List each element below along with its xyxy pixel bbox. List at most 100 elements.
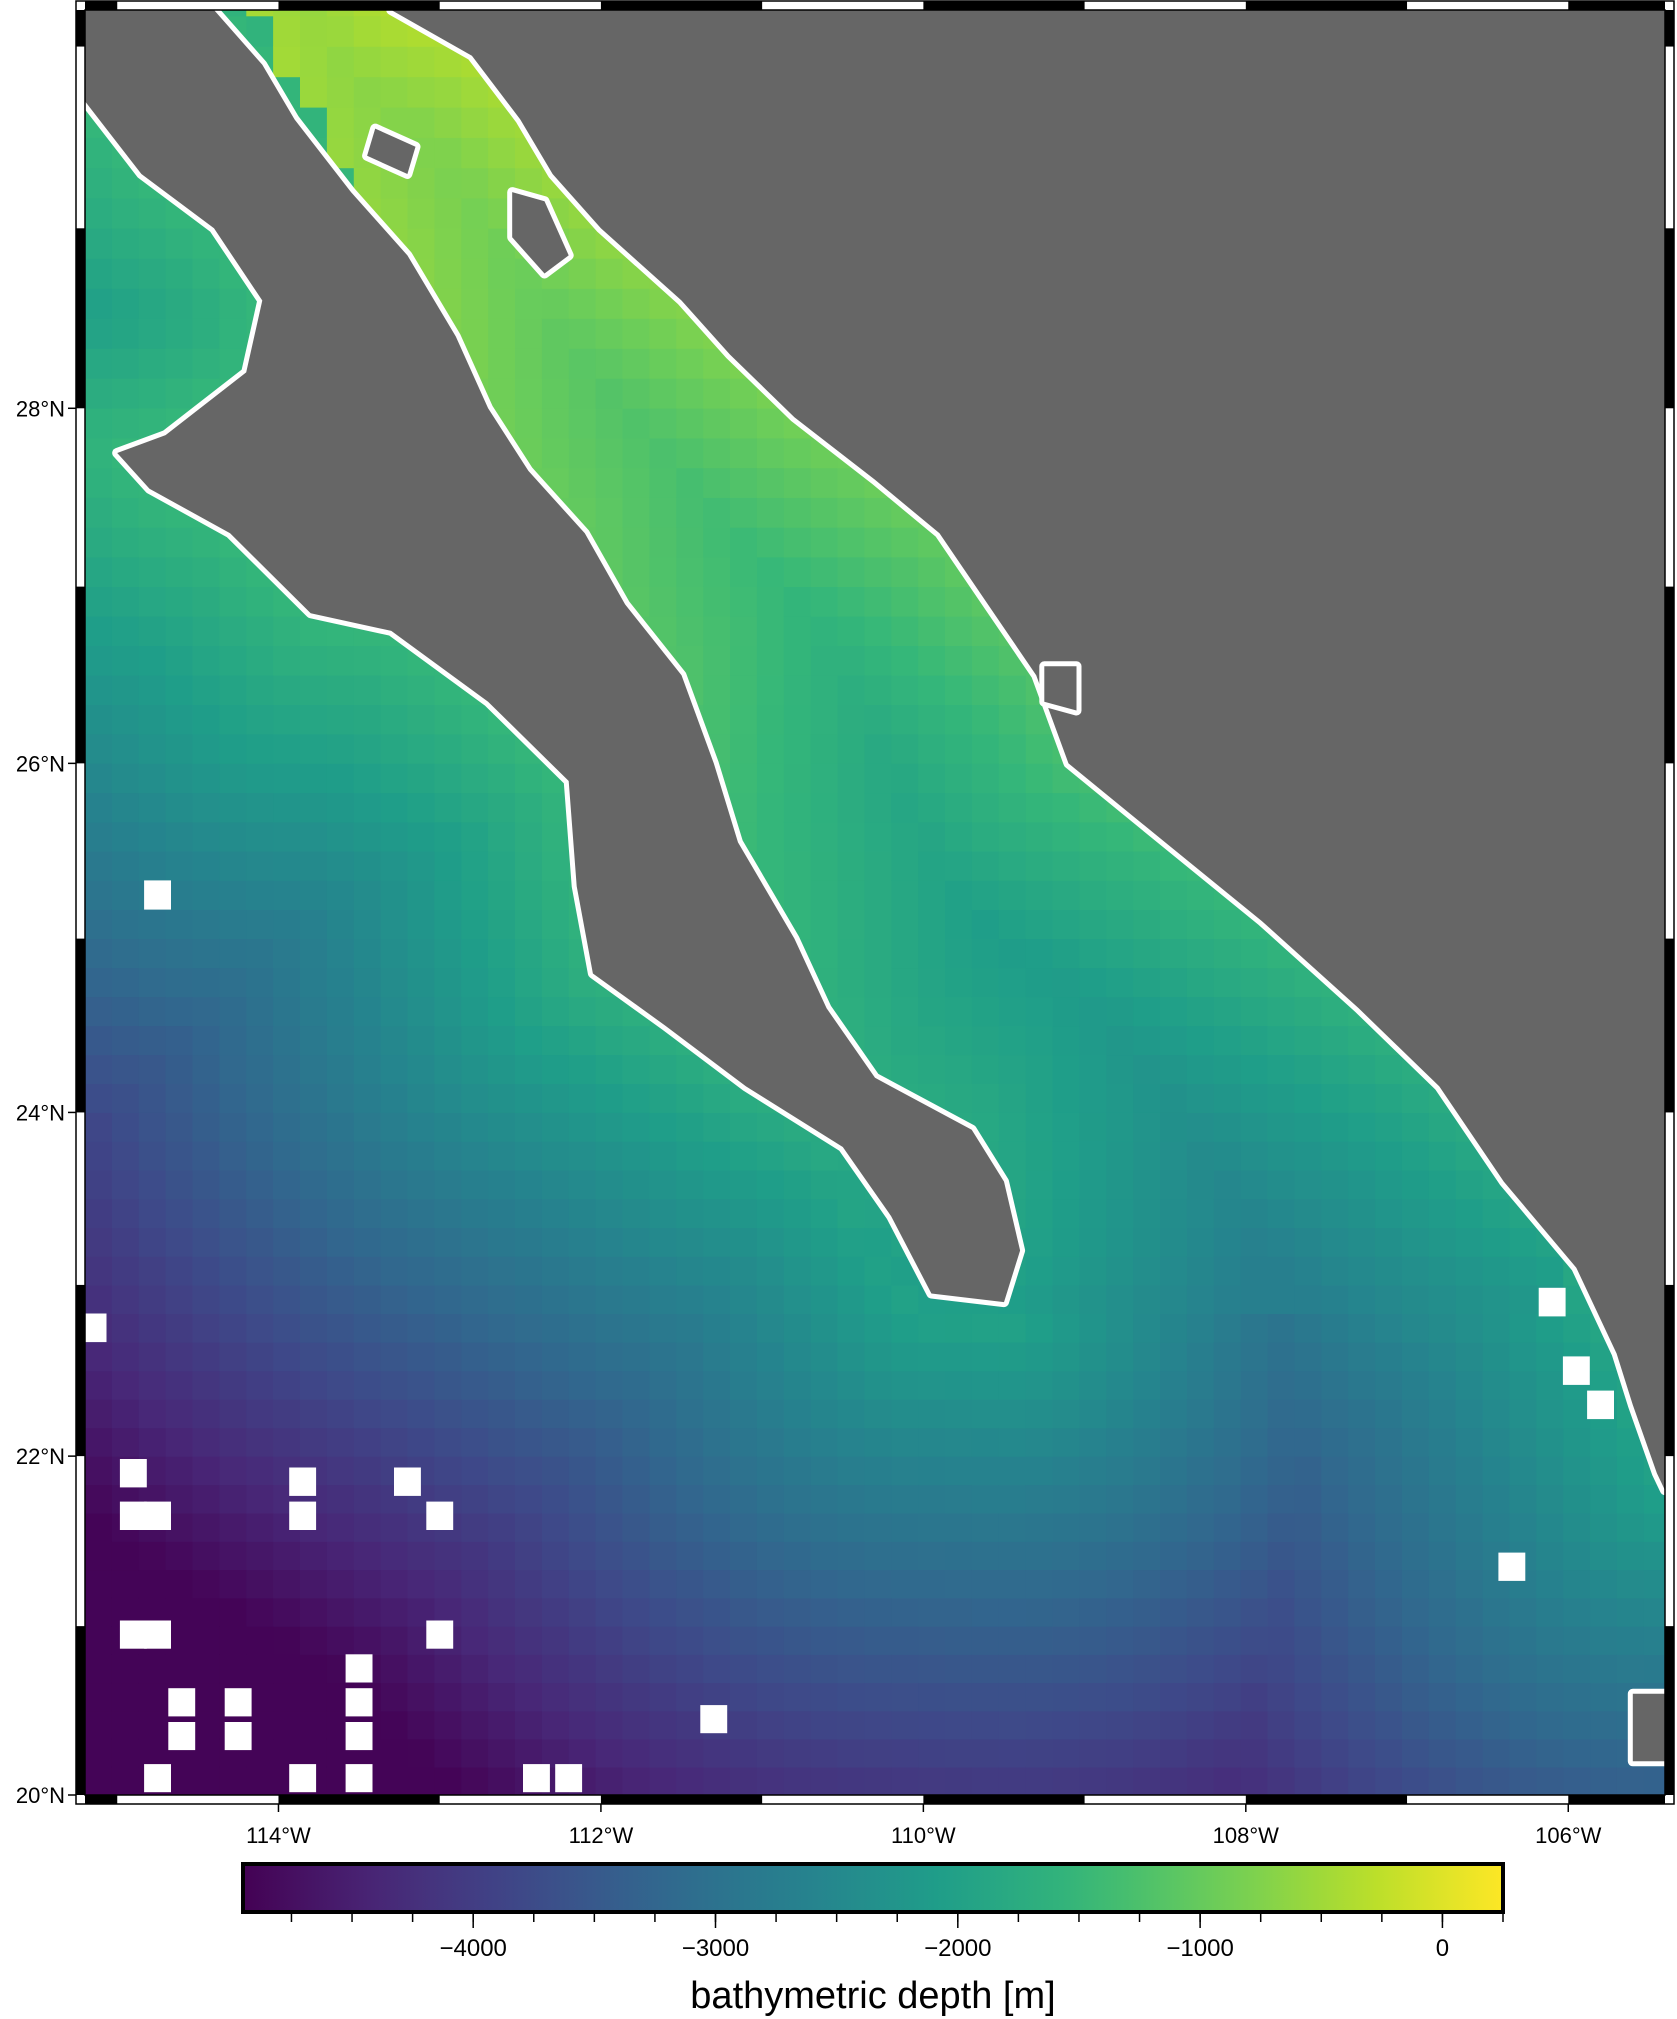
depth-cell	[918, 1738, 946, 1768]
depth-cell	[1133, 1654, 1161, 1684]
depth-cell	[273, 763, 301, 794]
depth-cell	[649, 556, 677, 587]
depth-cell	[703, 497, 731, 528]
depth-cell	[1348, 1112, 1376, 1142]
depth-cell	[756, 1597, 785, 1627]
depth-cell	[649, 467, 677, 498]
depth-cell	[730, 1169, 758, 1200]
depth-cell	[1240, 1541, 1269, 1571]
depth-cell	[165, 1569, 194, 1599]
depth-cell	[918, 1569, 946, 1599]
depth-cell	[273, 1654, 301, 1684]
depth-cell	[1482, 1654, 1511, 1684]
depth-cell	[703, 1738, 731, 1768]
depth-cell	[85, 1141, 113, 1171]
depth-cell	[622, 1597, 650, 1627]
depth-cell	[1186, 1227, 1215, 1257]
depth-cell	[730, 467, 758, 498]
depth-cell	[1509, 1484, 1537, 1514]
depth-cell	[622, 1626, 650, 1655]
depth-cell	[165, 1256, 194, 1286]
depth-cell	[326, 1626, 355, 1655]
depth-cell	[1240, 1370, 1269, 1400]
depth-cell	[111, 792, 140, 823]
depth-cell	[192, 288, 220, 319]
depth-cell	[756, 1313, 785, 1343]
depth-cell	[703, 1370, 731, 1400]
depth-cell	[138, 909, 167, 939]
depth-cell	[864, 1427, 892, 1457]
depth-cell	[165, 228, 194, 259]
depth-cell	[407, 1427, 435, 1457]
depth-cell	[1536, 1512, 1564, 1542]
depth-cell	[1590, 1569, 1618, 1599]
depth-cell	[488, 1112, 516, 1142]
depth-cell	[1455, 1427, 1484, 1457]
depth-cell	[353, 46, 382, 78]
depth-cell	[407, 1569, 435, 1599]
depth-cell	[461, 1399, 489, 1429]
depth-cell	[85, 1654, 113, 1684]
depth-cell	[246, 15, 274, 47]
depth-cell	[1106, 1313, 1134, 1343]
depth-cell	[165, 996, 194, 1027]
depth-cell	[353, 1083, 382, 1113]
depth-cell	[1052, 1313, 1080, 1343]
depth-cell	[1160, 909, 1188, 939]
depth-cell	[541, 288, 570, 319]
depth-cell	[85, 909, 113, 939]
depth-cell	[1240, 1766, 1269, 1795]
depth-cell	[192, 318, 220, 349]
depth-cell	[85, 258, 113, 289]
depth-cell	[756, 1710, 785, 1740]
depth-cell	[219, 880, 247, 910]
depth-cell	[837, 792, 865, 823]
depth-cell	[649, 1597, 677, 1627]
depth-cell	[1267, 1169, 1295, 1200]
depth-cell	[891, 1569, 919, 1599]
depth-cell	[1133, 1484, 1161, 1514]
depth-cell	[461, 792, 489, 823]
depth-cell	[300, 675, 328, 705]
depth-cell	[192, 586, 220, 617]
depth-cell	[111, 378, 140, 409]
depth-cell	[1052, 1484, 1080, 1514]
depth-cell	[165, 1083, 194, 1113]
depth-cell	[1025, 763, 1054, 794]
depth-cell	[434, 938, 462, 969]
depth-cell	[595, 1083, 624, 1113]
depth-cell	[1160, 1083, 1188, 1113]
depth-cell	[165, 1541, 194, 1571]
depth-cell	[1348, 1682, 1376, 1712]
depth-cell	[918, 1025, 946, 1056]
depth-cell	[434, 167, 462, 199]
depth-cell	[515, 1484, 543, 1514]
depth-cell	[1401, 1682, 1430, 1712]
depth-cell	[1294, 1512, 1322, 1542]
depth-cell	[192, 615, 220, 646]
depth-cell	[353, 1284, 382, 1314]
depth-cell	[971, 704, 1000, 735]
depth-cell	[1482, 1456, 1511, 1486]
depth-cell	[246, 615, 274, 646]
depth-cell	[353, 1112, 382, 1142]
depth-cell	[1590, 1597, 1618, 1627]
depth-cell	[273, 675, 301, 705]
depth-cell	[595, 1169, 624, 1200]
depth-cell	[568, 996, 597, 1027]
depth-cell	[730, 1427, 758, 1457]
depth-cell	[837, 880, 865, 910]
depth-cell	[1133, 1597, 1161, 1627]
depth-cell	[300, 851, 328, 881]
depth-cell	[488, 378, 516, 409]
depth-cell	[1590, 1710, 1618, 1740]
depth-cell	[1321, 1342, 1349, 1372]
depth-cell	[891, 1399, 919, 1429]
depth-cell	[1213, 1227, 1242, 1257]
depth-cell	[461, 967, 489, 998]
depth-cell	[407, 938, 435, 969]
depth-cell	[1375, 1682, 1403, 1712]
depth-cell	[85, 1512, 113, 1542]
map-panel[interactable]	[80, 0, 1672, 1796]
depth-cell	[300, 733, 328, 764]
